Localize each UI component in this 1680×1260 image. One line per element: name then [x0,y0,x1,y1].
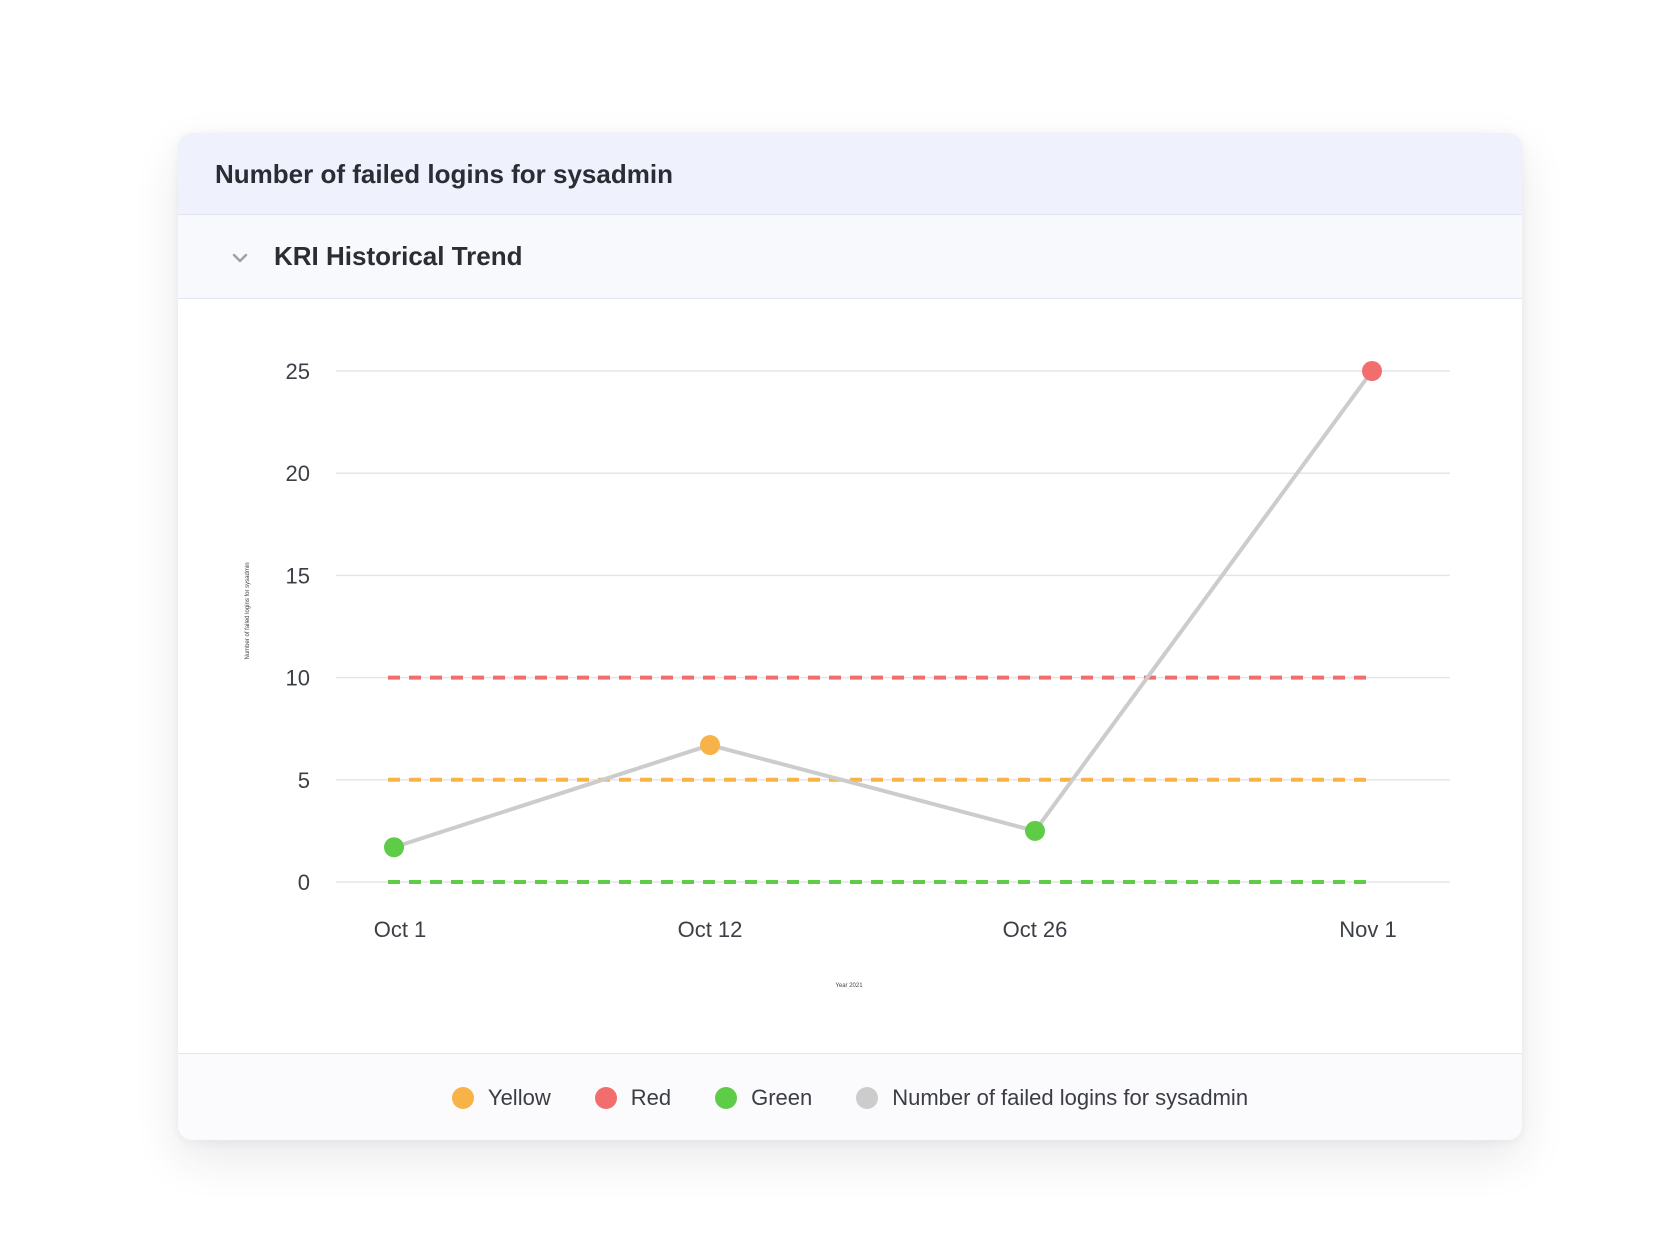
y-axis-title: Number of failed logins for sysadmin [245,562,251,659]
y-tick-label: 0 [298,870,310,895]
legend-item-yellow[interactable]: Yellow [451,1084,551,1111]
legend-bar: Yellow Red Green Number of failed logins fo… [178,1053,1522,1140]
chart-legend: Yellow Red Green Number of failed logins fo… [178,1054,1522,1140]
legend-item-number-of-failed-logins-for-sysadmin[interactable]: Number of failed logins for sysadmin [856,1085,1248,1111]
line-chart: 0 5 10 15 20 25 Oct 1 Oct 12 Oct 26 Nov 1 Number… [245,359,1450,989]
y-tick-label: 25 [286,359,310,384]
y-tick-label: 10 [286,666,310,691]
x-tick-label: Nov 1 [1339,917,1396,942]
data-point[interactable] [384,837,404,858]
legend-swatch [594,1086,617,1109]
data-point[interactable] [1362,361,1382,381]
legend-swatch [715,1086,738,1109]
legend-swatch [856,1086,879,1109]
x-tick-label: Oct 26 [1003,917,1068,942]
chevron-down-icon[interactable] [230,248,250,268]
section-title: KRI Historical Trend [274,241,523,271]
y-tick-label: 20 [286,461,310,486]
legend-label: Green [751,1084,813,1110]
legend-label: Number of failed logins for sysadmin [892,1084,1249,1110]
chart-area: 0 5 10 15 20 25 Oct 1 Oct 12 Oct 26 Nov 1 Number… [178,299,1522,1053]
y-tick-label: 15 [286,563,310,588]
data-point[interactable] [700,735,720,756]
card-header: Number of failed logins for sysadmin [178,133,1522,215]
kri-trend-section-toggle[interactable]: KRI Historical Trend [178,215,1522,299]
card-title: Number of failed logins for sysadmin [215,159,673,189]
x-tick-label: Oct 12 [678,917,743,942]
x-tick-label: Oct 1 [374,917,427,942]
data-point[interactable] [1025,820,1045,841]
x-axis-title: Year 2021 [835,983,863,989]
legend-item-green[interactable]: Green [715,1085,812,1111]
legend-swatch [451,1086,474,1109]
legend-label: Red [630,1084,672,1110]
kri-card: Number of failed logins for sysadmin KRI… [178,133,1522,1140]
legend-item-red[interactable]: Red [594,1084,672,1111]
series-line [392,369,1374,850]
legend-label: Yellow [487,1084,551,1110]
y-tick-label: 5 [298,768,310,793]
